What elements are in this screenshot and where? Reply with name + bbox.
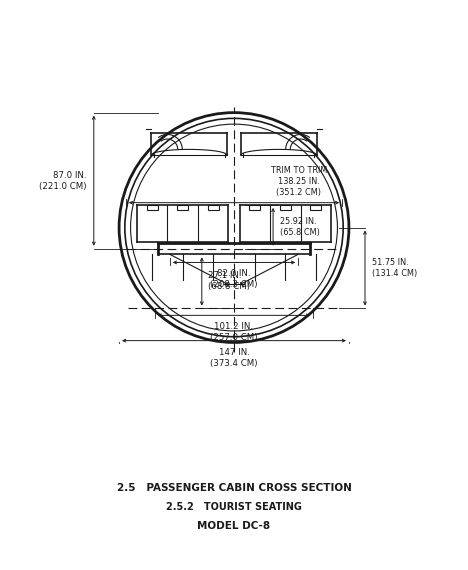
Text: 2.5   PASSENGER CABIN CROSS SECTION: 2.5 PASSENGER CABIN CROSS SECTION	[117, 483, 351, 492]
Bar	[146, 205, 158, 210]
Text: 27.1 IN.
(68.8 CM): 27.1 IN. (68.8 CM)	[208, 271, 249, 291]
Text: TRIM TO TRIM
138.25 IN.
(351.2 CM): TRIM TO TRIM 138.25 IN. (351.2 CM)	[271, 166, 327, 197]
Bar	[249, 205, 261, 210]
Text: 2.5.2   TOURIST SEATING: 2.5.2 TOURIST SEATING	[166, 502, 302, 512]
Text: 101.2 IN.
(257.0 CM): 101.2 IN. (257.0 CM)	[210, 322, 258, 343]
Bar	[177, 205, 188, 210]
Text: 51.75 IN.
(131.4 CM): 51.75 IN. (131.4 CM)	[372, 258, 417, 278]
Bar	[280, 205, 291, 210]
Text: 147 IN.
(373.4 CM): 147 IN. (373.4 CM)	[210, 348, 258, 368]
Text: MODEL DC-8: MODEL DC-8	[197, 520, 271, 531]
Bar	[310, 205, 322, 210]
Text: 87.0 IN.
(221.0 CM): 87.0 IN. (221.0 CM)	[39, 170, 87, 191]
Text: 25.92 IN.
(65.8 CM): 25.92 IN. (65.8 CM)	[280, 217, 320, 237]
Bar	[207, 205, 219, 210]
Text: 82.0 IN.
(208.3 CM): 82.0 IN. (208.3 CM)	[210, 270, 258, 290]
